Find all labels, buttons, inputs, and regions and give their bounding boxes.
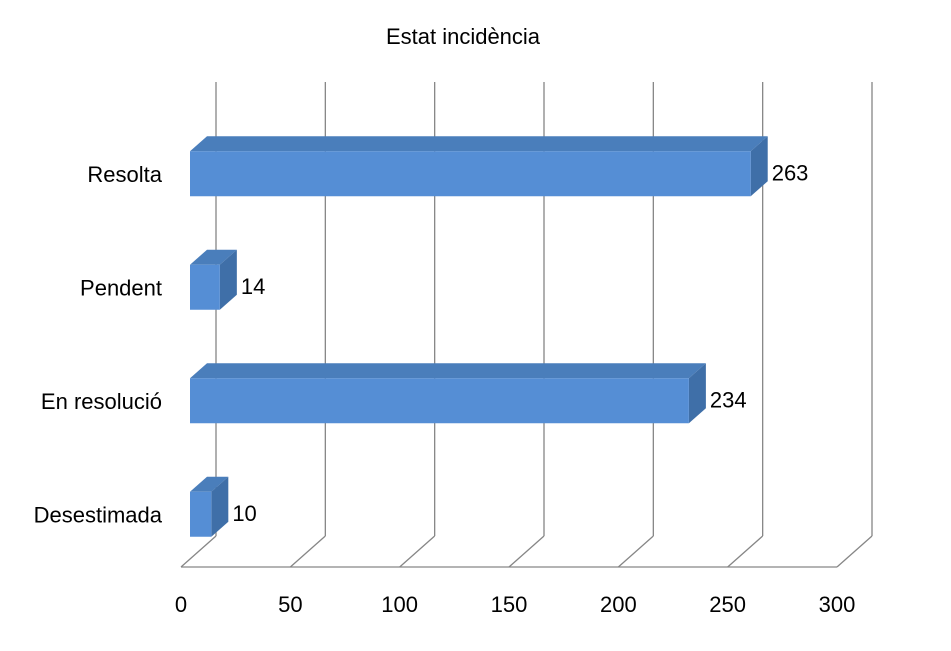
bar-top-face: [190, 363, 706, 379]
chart-title: Estat incidència: [386, 24, 541, 49]
data-label: 14: [241, 274, 265, 299]
bar: [190, 491, 212, 537]
x-tick-label: 100: [381, 592, 418, 617]
category-label: Resolta: [87, 162, 162, 187]
x-tick-labels: 0 50 100 150 200 250 300: [175, 592, 855, 617]
bar-top-face: [190, 249, 237, 265]
bar: [190, 264, 220, 310]
bar: [190, 378, 689, 424]
category-label: Desestimada: [34, 502, 163, 527]
bar-side-face: [211, 476, 229, 537]
data-label: 263: [772, 161, 809, 186]
floor-gridline: [727, 535, 764, 568]
x-tick-label: 200: [600, 592, 637, 617]
floor-gridline: [508, 535, 545, 568]
floor-gridline: [617, 535, 654, 568]
data-label: 234: [710, 388, 747, 413]
floor-gridline: [289, 535, 326, 568]
floor-gridline: [836, 535, 873, 568]
category-labels: Resolta Pendent En resolució Desestimada: [34, 162, 163, 528]
bar-side-face: [219, 249, 237, 310]
data-labels: 263 14 234 10: [232, 161, 808, 527]
category-label: Pendent: [80, 275, 162, 300]
x-tick-label: 50: [278, 592, 302, 617]
x-tick-label: 0: [175, 592, 187, 617]
bars: [190, 136, 768, 537]
x-tick-label: 150: [491, 592, 528, 617]
data-label: 10: [232, 501, 256, 526]
bar-side-face: [750, 136, 768, 197]
category-label: En resolució: [41, 389, 162, 414]
floor-gridline: [180, 535, 217, 568]
x-tick-label: 300: [819, 592, 856, 617]
bar-top-face: [190, 476, 229, 492]
floor-gridline: [399, 535, 436, 568]
x-tick-label: 250: [709, 592, 746, 617]
bar-top-face: [190, 136, 768, 152]
bar: [190, 151, 751, 197]
bar-side-face: [688, 363, 706, 424]
